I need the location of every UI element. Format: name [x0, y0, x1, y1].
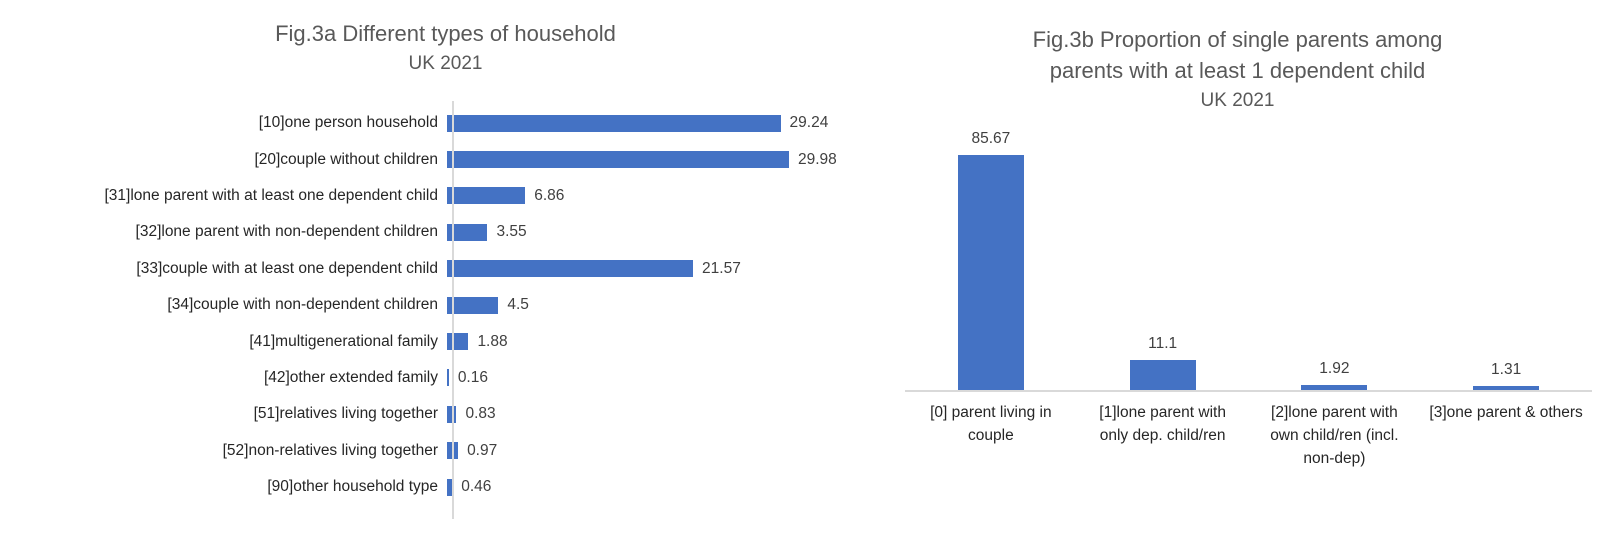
value-label: 0.83	[465, 405, 496, 423]
bar	[1301, 384, 1368, 390]
category-label: [33]couple with at least one dependent c…	[136, 259, 438, 277]
bar	[447, 369, 449, 387]
value-label: 0.46	[461, 478, 492, 496]
value-label: 21.57	[702, 259, 741, 277]
fig3a-plot-area: [10]one person household 29.24 [20]couple …	[28, 101, 863, 520]
bar	[1473, 386, 1540, 390]
bar-track: 0.46	[445, 478, 863, 496]
category-label: [51]relatives living together	[253, 405, 438, 423]
fig3a-chart: Fig.3a Different types of household UK 2…	[28, 18, 863, 520]
bar-row: [31]lone parent with at least one depend…	[28, 178, 863, 214]
value-label: 0.97	[467, 441, 498, 459]
bar-track: 3.55	[445, 223, 863, 241]
fig3a-title: Fig.3a Different types of household	[275, 21, 616, 46]
fig3b-plot-area: 85.67 11.1 1.92 1.31	[905, 118, 1592, 392]
value-label: 1.92	[1319, 359, 1350, 377]
fig3b-title-line1: Fig.3b Proportion of single parents amon…	[1032, 27, 1443, 52]
category-label: [52]non-relatives living together	[222, 441, 438, 459]
value-label: 0.16	[457, 368, 488, 386]
bar-row: [34]couple with non-dependent children 4.…	[28, 287, 863, 323]
bar	[447, 151, 789, 169]
fig3a-subtitle: UK 2021	[408, 53, 483, 74]
bar-column: 1.31	[1420, 118, 1592, 390]
bar	[447, 260, 694, 278]
value-label: 85.67	[971, 130, 1011, 147]
fig3b-title-line2: parents with at least 1 dependent child	[1049, 58, 1426, 83]
category-label: [42]other extended family	[263, 368, 438, 386]
bar	[447, 333, 469, 351]
bar-row: [20]couple without children 29.98	[28, 141, 863, 177]
bar-column: 11.1	[1077, 118, 1249, 390]
category-label: [90]other household type	[267, 478, 438, 496]
bar	[447, 296, 499, 314]
value-label: 6.86	[534, 186, 565, 204]
bar	[447, 187, 526, 205]
bar-row: [32]lone parent with non-dependent child…	[28, 214, 863, 250]
value-label: 11.1	[1148, 334, 1178, 352]
value-label: 29.24	[789, 114, 829, 132]
bar-row: [90]other household type 0.46	[28, 469, 863, 505]
bar-row: [51]relatives living together 0.83	[28, 396, 863, 432]
value-label: 1.88	[477, 332, 508, 350]
category-label: [31]lone parent with at least one depend…	[104, 186, 439, 204]
bar	[447, 405, 457, 423]
category-label: [41]multigenerational family	[249, 332, 438, 350]
bar-row: [10]one person household 29.24	[28, 105, 863, 141]
fig3b-subtitle: UK 2021	[1200, 90, 1275, 111]
bar-column: 85.67	[905, 118, 1077, 390]
category-label: [32]lone parent with non-dependent child…	[135, 223, 438, 241]
bar-row: [52]non-relatives living together 0.97	[28, 433, 863, 469]
bar-row: [41]multigenerational family 1.88	[28, 323, 863, 359]
value-label: 4.5	[507, 296, 529, 314]
fig3b-chart: Fig.3b Proportion of single parents amon…	[880, 18, 1595, 470]
category-label: [0] parent living in couple	[930, 404, 1052, 444]
value-label: 29.98	[798, 150, 837, 168]
fig3b-title: Fig.3b Proportion of single parents amon…	[880, 24, 1595, 86]
bar-track: 0.97	[445, 442, 863, 460]
category-label: [3]one parent & others	[1429, 404, 1583, 421]
category-label: [1]lone parent with only dep. child/ren	[1099, 404, 1226, 444]
bar-row: [42]other extended family 0.16	[28, 360, 863, 396]
value-label: 1.31	[1491, 361, 1522, 379]
bar-track: 29.98	[445, 151, 863, 169]
bar-track: 6.86	[445, 187, 863, 205]
bar-track: 29.24	[445, 114, 863, 132]
value-label: 3.55	[496, 223, 527, 241]
bar-column: 1.92	[1249, 118, 1421, 390]
bar-track: 21.57	[445, 260, 863, 278]
bar	[447, 223, 488, 241]
bar	[957, 155, 1024, 390]
bar-track: 1.88	[445, 333, 863, 351]
bar	[1129, 359, 1196, 390]
category-label: [2]lone parent with own child/ren (incl.…	[1270, 404, 1399, 467]
category-label: [20]couple without children	[254, 150, 438, 168]
bar-track: 0.83	[445, 405, 863, 423]
bar	[447, 478, 453, 496]
bar-row: [33]couple with at least one dependent c…	[28, 251, 863, 287]
category-label: [10]one person household	[258, 114, 438, 132]
bar-track: 4.5	[445, 296, 863, 314]
category-label: [34]couple with non-dependent children	[167, 296, 438, 314]
bar	[447, 114, 781, 132]
bar-track: 0.16	[445, 369, 863, 387]
fig3b-category-axis: [0] parent living in couple [1]lone paren…	[905, 401, 1592, 470]
fig3a-vertical-axis-line	[452, 101, 454, 520]
